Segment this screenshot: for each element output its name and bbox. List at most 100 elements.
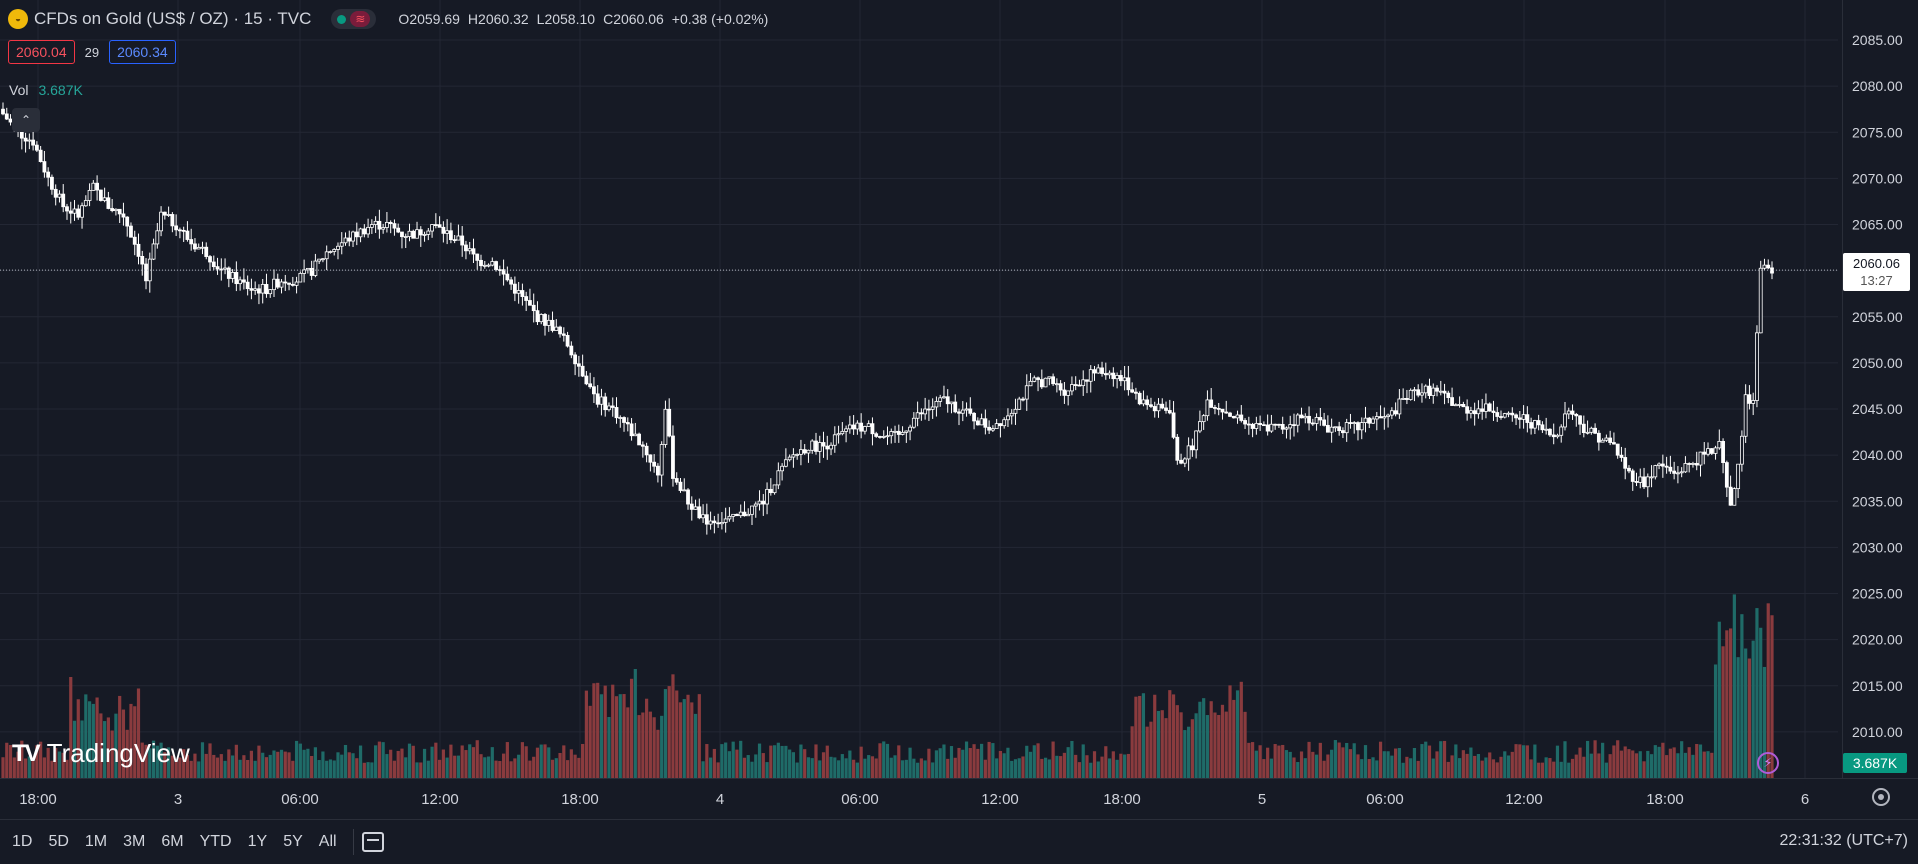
volume-bar xyxy=(1156,710,1161,778)
volume-bar xyxy=(54,748,58,778)
volume-bar xyxy=(757,743,762,778)
price-axis[interactable]: 2085.00 2080.00 2075.00 2070.00 2065.00 2060.… xyxy=(1842,0,1903,778)
range-ytd-button[interactable]: YTD xyxy=(199,833,232,850)
volume-bar xyxy=(374,745,378,778)
candle-body xyxy=(546,319,551,326)
settings-gear-icon[interactable] xyxy=(1872,788,1890,806)
clock-timezone[interactable]: 22:31:32 (UTC+7) xyxy=(1779,832,1908,849)
bar-countdown: 13:27 xyxy=(1860,273,1893,288)
range-5y-button[interactable]: 5Y xyxy=(283,833,303,850)
range-1d-button[interactable]: 1D xyxy=(12,833,33,850)
volume-bar xyxy=(690,702,694,778)
candle-body xyxy=(1359,422,1364,431)
volume-bar xyxy=(1006,747,1010,778)
candle-body xyxy=(1224,411,1229,414)
candle-body xyxy=(1141,399,1146,405)
volume-bar xyxy=(253,760,257,778)
candle-body xyxy=(1386,414,1390,417)
candle-body xyxy=(1510,412,1515,416)
volume-bar xyxy=(528,760,532,778)
volume-label[interactable]: Vol xyxy=(9,82,29,98)
candle-body xyxy=(640,444,645,447)
candle-body xyxy=(753,503,758,507)
volume-bar xyxy=(581,743,585,778)
candle-body xyxy=(1408,389,1413,400)
volume-bar xyxy=(1123,754,1127,778)
candle-body xyxy=(475,253,480,261)
volume-bar xyxy=(957,747,961,778)
candlesticks xyxy=(1,102,1774,535)
symbol-title[interactable]: CFDs on Gold (US$ / OZ) · 15 · TVC xyxy=(34,9,312,28)
candle-body xyxy=(501,269,506,275)
volume-bar xyxy=(791,752,796,778)
candle-body xyxy=(1062,389,1067,396)
candle-body xyxy=(840,430,845,435)
candle-body xyxy=(663,408,668,445)
sell-price-button[interactable]: 2060.04 xyxy=(8,40,75,64)
candle-body xyxy=(896,430,901,435)
candle-body xyxy=(1292,424,1296,427)
volume-bar xyxy=(596,682,600,778)
candle-body xyxy=(1672,470,1677,474)
candle-body xyxy=(968,408,973,414)
volume-bar xyxy=(1224,711,1228,778)
candle-body xyxy=(1149,404,1153,407)
time-axis-label: 18:00 xyxy=(1103,791,1141,808)
candle-body xyxy=(290,283,295,286)
volume-bar xyxy=(863,758,867,778)
candle-body xyxy=(155,230,160,245)
volume-bar xyxy=(641,712,645,778)
volume-bar xyxy=(1488,752,1492,778)
volume-bar xyxy=(1130,726,1134,778)
time-axis[interactable]: 18:00 3 06:00 12:00 18:00 4 06:00 12:00 18:00 5 06… xyxy=(0,778,1918,809)
market-status-pill[interactable]: ≋ xyxy=(331,9,377,29)
candle-body xyxy=(1341,430,1345,434)
volume-bar xyxy=(535,747,540,778)
time-axis-label: 18:00 xyxy=(19,791,57,808)
volume-bar xyxy=(430,746,434,778)
volume-bar xyxy=(182,749,186,778)
go-to-date-calendar-icon[interactable] xyxy=(361,832,384,852)
volume-bar xyxy=(829,756,833,778)
candle-body xyxy=(1604,437,1609,441)
candle-body xyxy=(129,225,133,238)
candle-body xyxy=(1231,415,1236,419)
candle-body xyxy=(863,426,867,432)
range-1m-button[interactable]: 1M xyxy=(84,833,108,850)
candle-body xyxy=(1205,399,1210,417)
candle-body xyxy=(1024,385,1029,400)
volume-bar xyxy=(675,690,679,778)
volume-bar xyxy=(415,762,419,778)
volume-bar xyxy=(140,742,144,778)
volume-bar xyxy=(648,711,652,778)
collapse-legend-icon[interactable]: ⌃ xyxy=(12,108,40,132)
candle-body xyxy=(283,281,288,284)
candle-body xyxy=(1612,442,1616,445)
candle-body xyxy=(524,296,529,301)
range-3m-button[interactable]: 3M xyxy=(123,833,146,850)
range-all-button[interactable]: All xyxy=(318,833,337,850)
range-5d-button[interactable]: 5D xyxy=(48,833,69,850)
candle-body xyxy=(1401,398,1406,400)
volume-bar xyxy=(1296,762,1300,778)
gold-coin-icon[interactable]: ◒ xyxy=(8,9,28,29)
buy-price-button[interactable]: 2060.34 xyxy=(109,40,176,64)
candle-body xyxy=(1593,427,1597,434)
volume-bar xyxy=(468,744,472,778)
volume-bar xyxy=(325,760,329,778)
volume-bar xyxy=(1382,751,1386,778)
volume-bar xyxy=(426,760,430,778)
volume-bar xyxy=(249,750,254,778)
candle-body xyxy=(317,258,322,262)
candle-body xyxy=(1265,424,1270,432)
lightning-icon[interactable]: ⚡ xyxy=(1757,752,1779,774)
candle-body xyxy=(1397,398,1402,415)
candle-body xyxy=(76,208,81,218)
volume-bar xyxy=(667,686,671,778)
range-6m-button[interactable]: 6M xyxy=(161,833,184,850)
candle-body xyxy=(1649,476,1654,479)
range-1y-button[interactable]: 1Y xyxy=(247,833,268,850)
volume-bar xyxy=(1262,759,1266,778)
candle-body xyxy=(622,417,626,423)
